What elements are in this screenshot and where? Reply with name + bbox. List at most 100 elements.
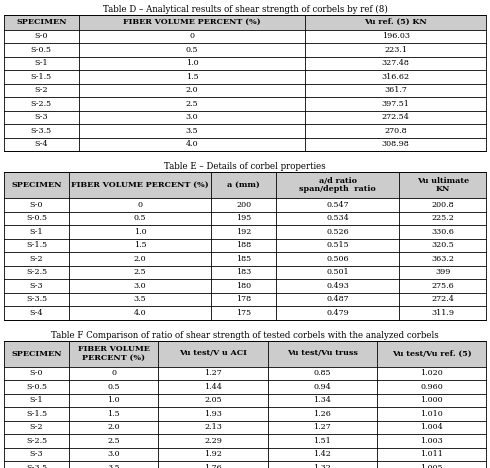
Bar — [4, 110, 486, 124]
Text: S-0: S-0 — [30, 201, 43, 209]
Text: S-1: S-1 — [30, 228, 43, 236]
Bar — [4, 172, 486, 198]
Bar — [4, 43, 486, 57]
Text: S-0.5: S-0.5 — [26, 214, 47, 222]
Text: 272.54: 272.54 — [382, 113, 410, 121]
Text: 327.48: 327.48 — [382, 59, 410, 67]
Bar — [4, 239, 486, 252]
Text: 361.7: 361.7 — [384, 86, 407, 94]
Bar — [4, 380, 486, 394]
Text: 275.6: 275.6 — [431, 282, 454, 290]
Text: 320.5: 320.5 — [431, 241, 454, 249]
Text: 1.76: 1.76 — [204, 464, 222, 468]
Text: 311.9: 311.9 — [431, 309, 454, 317]
Text: 0.5: 0.5 — [107, 383, 120, 391]
Text: 180: 180 — [236, 282, 251, 290]
Text: 1.005: 1.005 — [420, 464, 443, 468]
Text: 1.004: 1.004 — [420, 423, 443, 431]
Bar — [4, 15, 486, 151]
Text: SPECIMEN: SPECIMEN — [16, 18, 67, 26]
Text: S-2: S-2 — [30, 423, 43, 431]
Text: 225.2: 225.2 — [431, 214, 454, 222]
Text: 3.5: 3.5 — [186, 127, 198, 135]
Bar — [4, 265, 486, 279]
Bar — [4, 57, 486, 70]
Text: 0.85: 0.85 — [314, 369, 331, 377]
Text: 1.5: 1.5 — [134, 241, 147, 249]
Bar — [4, 212, 486, 225]
Text: 183: 183 — [236, 268, 251, 276]
Text: 0: 0 — [190, 32, 195, 40]
Text: Vu test/V u ACI: Vu test/V u ACI — [179, 350, 247, 358]
Bar — [4, 292, 486, 306]
Text: Table D – Analytical results of shear strength of corbels by ref (8): Table D – Analytical results of shear st… — [102, 5, 388, 14]
Text: 2.5: 2.5 — [107, 437, 120, 445]
Bar — [4, 407, 486, 421]
Text: Vu ref. (5) KN: Vu ref. (5) KN — [364, 18, 427, 26]
Text: S-3: S-3 — [30, 282, 43, 290]
Bar — [4, 447, 486, 461]
Text: 1.92: 1.92 — [204, 450, 222, 458]
Bar — [4, 124, 486, 138]
Text: 195: 195 — [236, 214, 251, 222]
Bar — [4, 172, 486, 320]
Text: 1.93: 1.93 — [204, 410, 222, 418]
Text: Vu ultimate
KN: Vu ultimate KN — [416, 177, 468, 193]
Text: 272.4: 272.4 — [431, 295, 454, 303]
Text: 1.26: 1.26 — [314, 410, 331, 418]
Text: 0: 0 — [138, 201, 143, 209]
Text: 196.03: 196.03 — [382, 32, 410, 40]
Text: S-0.5: S-0.5 — [31, 46, 52, 54]
Bar — [4, 341, 486, 468]
Text: Table F Comparison of ratio of shear strength of tested corbels with the analyze: Table F Comparison of ratio of shear str… — [51, 330, 439, 339]
Text: 397.51: 397.51 — [382, 100, 410, 108]
Text: SPECIMEN: SPECIMEN — [11, 181, 62, 189]
Text: 1.27: 1.27 — [314, 423, 331, 431]
Text: S-2.5: S-2.5 — [26, 268, 47, 276]
Text: 308.98: 308.98 — [382, 140, 410, 148]
Text: S-1: S-1 — [30, 396, 43, 404]
Text: S-2.5: S-2.5 — [31, 100, 52, 108]
Bar — [4, 341, 486, 366]
Text: a/d ratio
span/depth  ratio: a/d ratio span/depth ratio — [299, 177, 376, 193]
Bar — [4, 279, 486, 292]
Text: 0.526: 0.526 — [326, 228, 349, 236]
Text: S-3.5: S-3.5 — [26, 464, 47, 468]
Text: 0.534: 0.534 — [326, 214, 349, 222]
Text: S-3: S-3 — [34, 113, 48, 121]
Text: 2.05: 2.05 — [204, 396, 222, 404]
Text: 2.13: 2.13 — [204, 423, 222, 431]
Text: S-2: S-2 — [34, 86, 48, 94]
Text: 2.29: 2.29 — [204, 437, 222, 445]
Bar — [4, 434, 486, 447]
Text: 1.020: 1.020 — [420, 369, 443, 377]
Text: 1.42: 1.42 — [314, 450, 331, 458]
Text: 1.003: 1.003 — [420, 437, 443, 445]
Text: FIBER VOLUME PERCENT (%): FIBER VOLUME PERCENT (%) — [72, 181, 209, 189]
Text: 1.27: 1.27 — [204, 369, 222, 377]
Text: FIBER VOLUME PERCENT (%): FIBER VOLUME PERCENT (%) — [123, 18, 261, 26]
Text: 1.34: 1.34 — [314, 396, 331, 404]
Text: 1.000: 1.000 — [420, 396, 443, 404]
Text: S-1.5: S-1.5 — [31, 73, 52, 81]
Text: 1.011: 1.011 — [420, 450, 443, 458]
Bar — [4, 225, 486, 239]
Text: 0.5: 0.5 — [134, 214, 147, 222]
Text: 4.0: 4.0 — [134, 309, 147, 317]
Text: S-4: S-4 — [30, 309, 43, 317]
Text: S-0: S-0 — [30, 369, 43, 377]
Text: 1.5: 1.5 — [186, 73, 198, 81]
Text: S-1.5: S-1.5 — [26, 410, 47, 418]
Text: 2.5: 2.5 — [186, 100, 198, 108]
Text: S-3.5: S-3.5 — [26, 295, 47, 303]
Text: S-3: S-3 — [30, 450, 43, 458]
Text: 0.5: 0.5 — [186, 46, 198, 54]
Text: 1.32: 1.32 — [314, 464, 331, 468]
Bar — [4, 366, 486, 380]
Text: S-0.5: S-0.5 — [26, 383, 47, 391]
Text: S-3.5: S-3.5 — [31, 127, 52, 135]
Bar — [4, 306, 486, 320]
Text: 0.506: 0.506 — [326, 255, 349, 263]
Text: 3.0: 3.0 — [134, 282, 147, 290]
Text: 3.5: 3.5 — [134, 295, 147, 303]
